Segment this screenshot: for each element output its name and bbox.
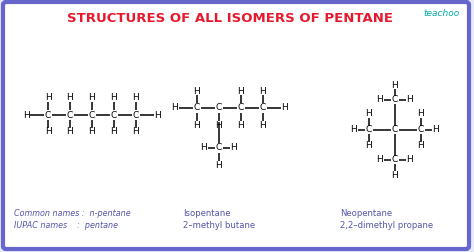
Text: 2–methyl butane: 2–methyl butane [183, 222, 255, 231]
Text: H: H [110, 128, 118, 137]
Text: 2,2–dimethyl propane: 2,2–dimethyl propane [340, 222, 433, 231]
Text: STRUCTURES OF ALL ISOMERS OF PENTANE: STRUCTURES OF ALL ISOMERS OF PENTANE [67, 13, 393, 25]
Text: H: H [418, 142, 424, 150]
Text: H: H [418, 110, 424, 118]
Text: teachoo: teachoo [424, 9, 460, 17]
Text: H: H [216, 120, 222, 130]
Text: H: H [67, 93, 73, 103]
Text: H: H [351, 125, 357, 135]
Text: H: H [237, 120, 245, 130]
Text: C: C [194, 104, 200, 112]
Text: IUPAC names    :  pentane: IUPAC names : pentane [14, 222, 118, 231]
Text: H: H [45, 93, 51, 103]
Text: C: C [45, 110, 51, 119]
Text: C: C [392, 96, 398, 105]
Text: H: H [392, 171, 398, 179]
Text: H: H [172, 104, 178, 112]
Text: H: H [110, 93, 118, 103]
Text: C: C [89, 110, 95, 119]
Text: H: H [155, 110, 161, 119]
Text: Common names :  n-pentane: Common names : n-pentane [14, 209, 131, 218]
Text: C: C [67, 110, 73, 119]
Text: C: C [133, 110, 139, 119]
Text: Neopentane: Neopentane [340, 209, 392, 218]
Text: C: C [216, 104, 222, 112]
Text: H: H [407, 155, 413, 165]
Text: H: H [237, 86, 245, 96]
FancyBboxPatch shape [3, 2, 469, 249]
Text: C: C [216, 143, 222, 152]
Text: H: H [193, 86, 201, 96]
Text: H: H [133, 128, 139, 137]
Text: H: H [260, 86, 266, 96]
Text: Isopentane: Isopentane [183, 209, 230, 218]
Text: H: H [133, 93, 139, 103]
Text: H: H [365, 142, 373, 150]
Text: H: H [365, 110, 373, 118]
Text: C: C [238, 104, 244, 112]
Text: H: H [392, 80, 398, 89]
Text: H: H [201, 143, 207, 152]
Text: H: H [89, 128, 95, 137]
Text: C: C [392, 125, 398, 135]
Text: H: H [377, 155, 383, 165]
Text: C: C [366, 125, 372, 135]
Text: H: H [377, 96, 383, 105]
Text: H: H [45, 128, 51, 137]
Text: H: H [23, 110, 29, 119]
Text: H: H [193, 120, 201, 130]
Text: H: H [67, 128, 73, 137]
Text: H: H [260, 120, 266, 130]
Text: H: H [231, 143, 237, 152]
Text: H: H [216, 161, 222, 170]
Text: C: C [418, 125, 424, 135]
Text: C: C [111, 110, 117, 119]
Text: H: H [282, 104, 288, 112]
Text: C: C [260, 104, 266, 112]
Text: H: H [89, 93, 95, 103]
Text: C: C [392, 155, 398, 165]
Text: H: H [433, 125, 439, 135]
Text: H: H [407, 96, 413, 105]
